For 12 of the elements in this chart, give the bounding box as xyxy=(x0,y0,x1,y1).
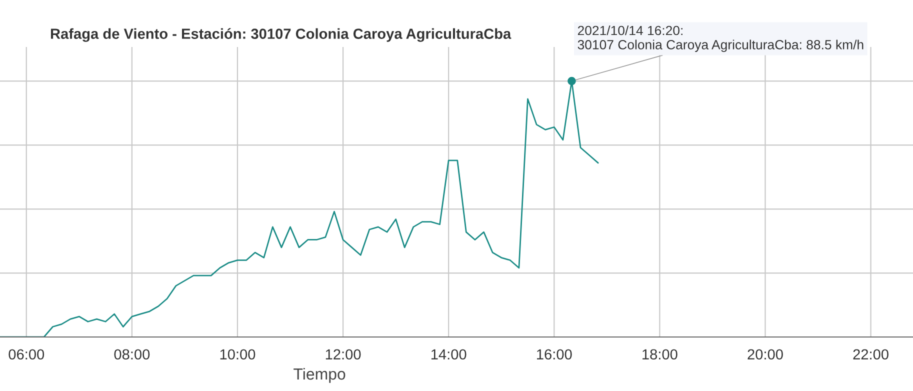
x-tick-label: 12:00 xyxy=(326,349,361,360)
annotation: 2021/10/14 16:20: 30107 Colonia Caroya AgriculturaCba: 88.5 km/h xyxy=(578,25,864,52)
x-tick-label: 08:00 xyxy=(114,349,150,360)
x-tick-label: 20:00 xyxy=(748,349,783,360)
x-tick-label: 06:00 xyxy=(8,349,44,360)
x-tick-label: 18:00 xyxy=(642,349,678,360)
x-tick-label: 22:00 xyxy=(853,349,888,360)
x-tick-label: 16:00 xyxy=(537,349,572,360)
x-tick-label: 14:00 xyxy=(431,349,466,360)
x-axis-title: Tiempo xyxy=(294,368,346,383)
chart-title: Rafaga de Viento - Estación: 30107 Colonia Caroya AgriculturaCba xyxy=(50,28,512,42)
x-tick-label: 10:00 xyxy=(220,349,256,360)
